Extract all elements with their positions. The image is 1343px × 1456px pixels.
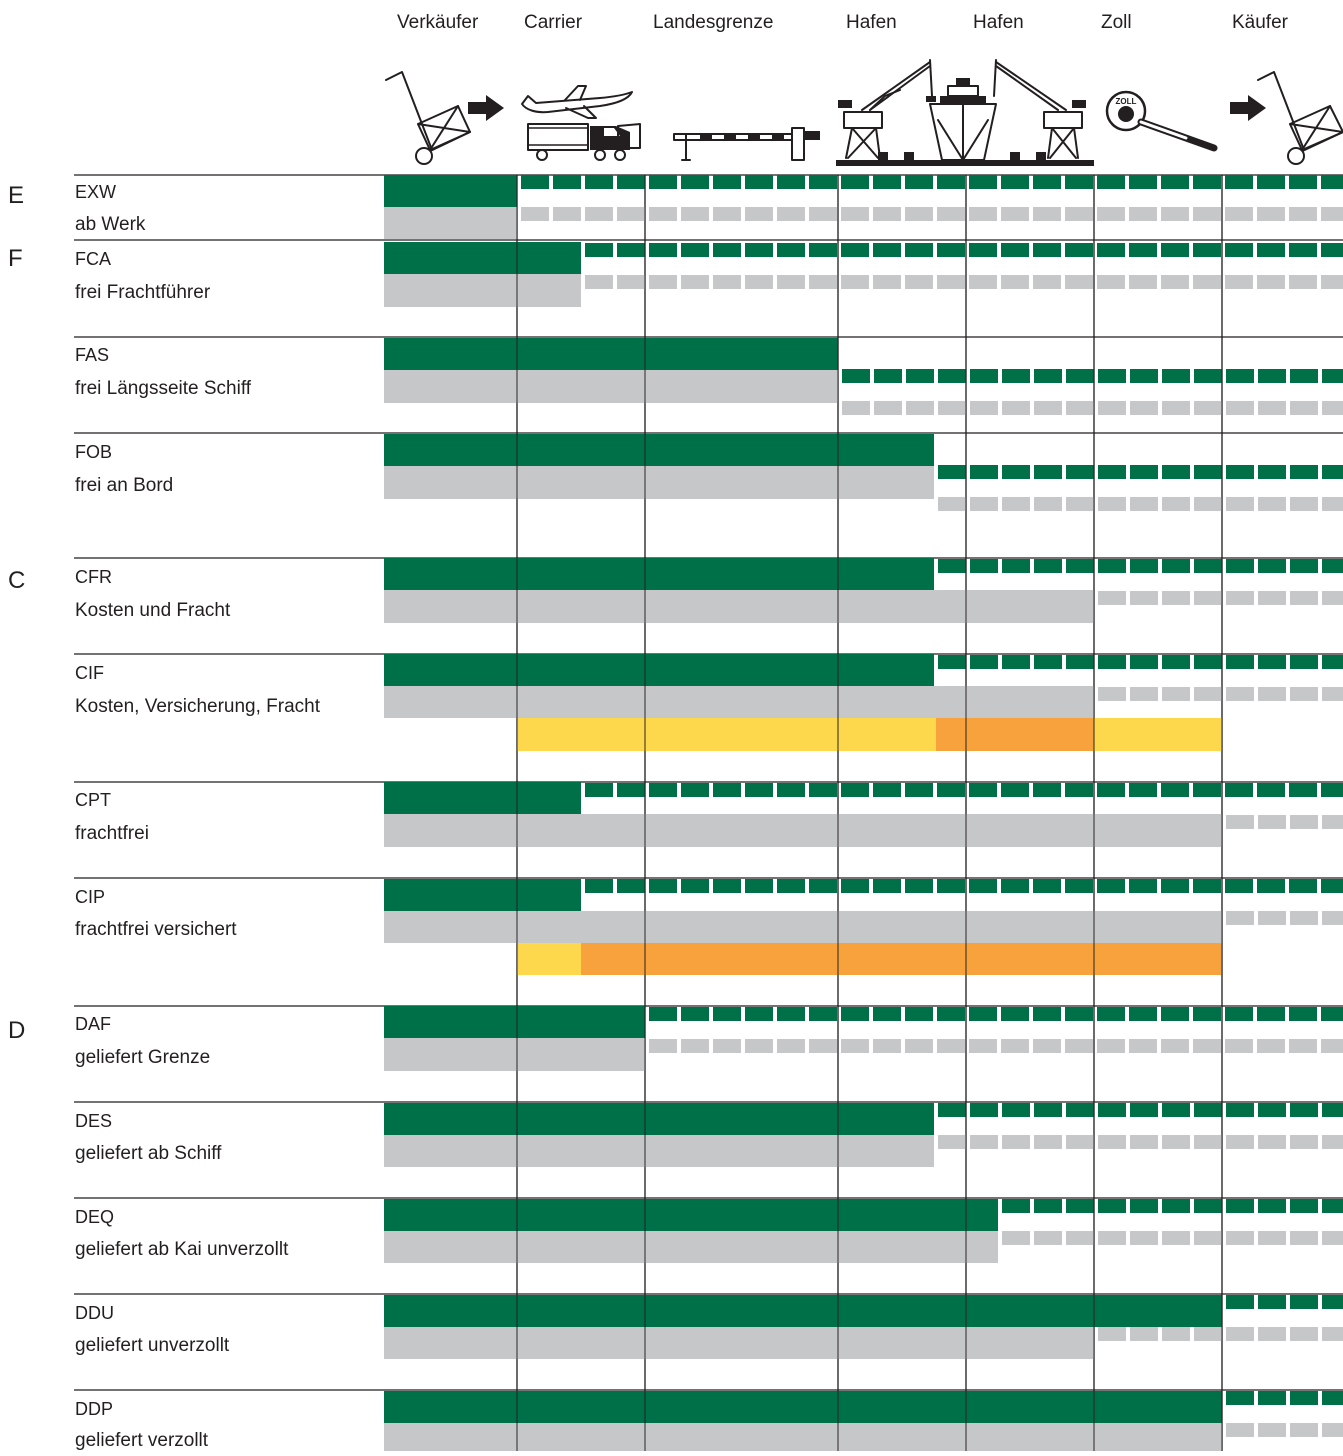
insurance-bar (517, 718, 1222, 751)
hand-truck-icon (1257, 71, 1343, 165)
term-row-fob: FOB frei an Bord (74, 432, 1343, 511)
truck-icon (527, 123, 641, 161)
seller-risk-bar (384, 1103, 934, 1135)
term-name: geliefert Grenze (75, 1047, 210, 1068)
seller-cost-bar (384, 814, 1222, 847)
seller-risk-bar (384, 338, 838, 370)
location-label-zoll: Zoll (1101, 12, 1132, 33)
seller-cost-bar (384, 207, 517, 239)
seller-cost-bar (384, 911, 1222, 943)
seller-cost-bar (384, 1327, 1094, 1359)
seller-risk-bar (384, 1295, 1222, 1327)
seller-risk-bar (384, 1199, 998, 1231)
term-name: geliefert unverzollt (75, 1335, 230, 1356)
term-code: DAF (75, 1014, 111, 1034)
term-code: EXW (75, 182, 116, 202)
seller-cost-bar (384, 1038, 645, 1071)
illustration-row: ZOLL (385, 59, 1343, 166)
seller-risk-bar (384, 654, 934, 686)
group-letter-f: F (8, 245, 23, 272)
column-lines-overlay (516, 175, 1223, 1451)
arrow-right-icon (468, 95, 504, 121)
term-code: CFR (75, 567, 112, 587)
term-name: Kosten, Versicherung, Fracht (75, 696, 321, 717)
term-code: DDU (75, 1303, 114, 1323)
seller-cost-bar (384, 1135, 934, 1167)
term-code: CIF (75, 663, 104, 683)
svg-text:ZOLL: ZOLL (1116, 97, 1137, 106)
location-label-carrier: Carrier (524, 12, 583, 33)
term-row-deq: DEQ geliefert ab Kai unverzollt (74, 1197, 1343, 1263)
seller-cost-bar (384, 274, 581, 307)
term-row-ddp: DDP geliefert verzollt (74, 1389, 1343, 1451)
term-row-ddu: DDU geliefert unverzollt (74, 1293, 1343, 1359)
term-row-exw: EXW ab Werk (74, 174, 1343, 239)
crane-icon (838, 59, 936, 159)
seller-cost-bar (384, 590, 1094, 623)
term-row-cip: CIP frachtfrei versichert (74, 877, 1343, 975)
term-code: DDP (75, 1399, 113, 1419)
barrier-icon (673, 127, 820, 161)
seller-cost-bar (384, 686, 1094, 718)
term-name: geliefert ab Schiff (75, 1143, 222, 1164)
term-code: FAS (75, 345, 109, 365)
seller-cost-bar (384, 370, 838, 403)
arrow-right-icon (1230, 95, 1266, 121)
term-code: DEQ (75, 1207, 114, 1227)
term-name: frachtfrei versichert (75, 919, 237, 940)
term-row-cfr: CFR Kosten und Fracht (74, 557, 1343, 623)
term-row-cpt: CPT frachtfrei (74, 781, 1343, 847)
term-name: Kosten und Fracht (75, 600, 231, 621)
seller-risk-bar (384, 1391, 1222, 1423)
insurance-highlight-bar (936, 718, 1094, 751)
location-label-verkaeufer: Verkäufer (397, 12, 479, 33)
term-row-fca: FCA frei Frachtführer (74, 239, 1343, 307)
term-name: frei an Bord (75, 475, 173, 496)
term-rows: EXW ab Werk FCA frei Frachtführer FAS fr… (74, 174, 1343, 1451)
location-label-kaeufer: Käufer (1232, 12, 1289, 33)
customs-sign-icon: ZOLL (1105, 90, 1218, 152)
seller-risk-bar (384, 879, 581, 911)
hand-truck-icon (385, 71, 471, 165)
group-letter-c: C (8, 567, 25, 594)
crane-icon (993, 59, 1086, 159)
seller-risk-bar (384, 782, 581, 814)
seller-risk-bar (384, 175, 517, 207)
seller-cost-bar (384, 1423, 1222, 1451)
term-code: CIP (75, 887, 105, 907)
term-name: frei Längsseite Schiff (75, 378, 252, 399)
term-row-fas: FAS frei Längsseite Schiff (74, 336, 1343, 415)
term-row-des: DES geliefert ab Schiff (74, 1101, 1343, 1167)
seller-risk-bar (384, 434, 934, 466)
term-name: geliefert verzollt (75, 1430, 209, 1451)
ship-icon (929, 78, 997, 161)
insurance-bar (517, 943, 581, 975)
group-letters: E F C D (8, 182, 25, 1044)
seller-cost-bar (384, 1231, 998, 1263)
term-code: DES (75, 1111, 112, 1131)
location-label-hafen-origin: Hafen (846, 12, 897, 33)
airplane-icon (521, 85, 633, 119)
location-header: Verkäufer Carrier Landesgrenze Hafen Haf… (397, 12, 1289, 33)
seller-risk-bar (384, 1006, 645, 1038)
term-code: FCA (75, 249, 111, 269)
term-row-daf: DAF geliefert Grenze (74, 1005, 1343, 1071)
seller-cost-bar (384, 466, 934, 499)
term-name: frei Frachtführer (75, 282, 211, 303)
group-letter-d: D (8, 1017, 25, 1044)
location-label-hafen-destination: Hafen (973, 12, 1024, 33)
insurance-highlight-bar (581, 943, 1222, 975)
term-code: FOB (75, 442, 112, 462)
term-row-cif: CIF Kosten, Versicherung, Fracht (74, 653, 1343, 751)
location-label-landesgrenze: Landesgrenze (653, 12, 773, 33)
group-letter-e: E (8, 182, 24, 209)
seller-risk-bar (384, 558, 934, 590)
term-name: geliefert ab Kai unverzollt (75, 1239, 289, 1260)
term-name: frachtfrei (75, 823, 149, 844)
seller-risk-bar (384, 242, 581, 274)
term-name: ab Werk (75, 214, 146, 235)
term-code: CPT (75, 790, 111, 810)
